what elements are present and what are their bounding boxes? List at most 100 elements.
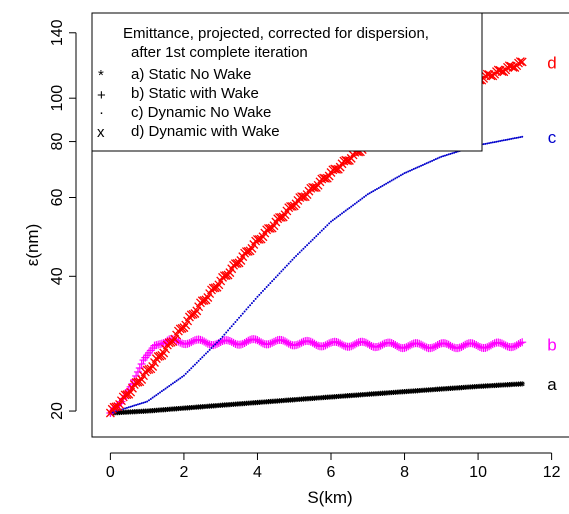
series-b-point	[185, 339, 194, 348]
series-b-point	[271, 336, 280, 345]
series-b-point	[242, 337, 251, 346]
series-b-point	[367, 341, 376, 350]
series-c-point	[513, 137, 516, 140]
series-c-point	[497, 140, 500, 143]
y-tick-label: 140	[49, 19, 66, 46]
series-c-point	[230, 325, 233, 328]
series-c-point	[129, 405, 132, 408]
series-c-point	[447, 153, 450, 156]
series-c-point	[300, 249, 303, 252]
series-b-point	[378, 340, 387, 349]
series-c-point	[254, 297, 257, 300]
series-c-point	[486, 142, 489, 145]
y-tick-label: 40	[49, 267, 66, 285]
series-b-point	[514, 340, 523, 349]
y-axis: 20 40 60 80 100 140	[49, 19, 77, 420]
series-d-point	[330, 164, 340, 174]
series-c-point	[146, 400, 149, 403]
series-c-point	[504, 138, 507, 141]
series-b-point	[229, 338, 238, 347]
series-c-point	[302, 247, 305, 250]
series-c-point	[416, 166, 419, 169]
series-b-point	[360, 338, 369, 347]
legend-title-line2: after 1st complete iteration	[131, 44, 308, 61]
series-b-point	[196, 335, 205, 344]
series-b-point	[231, 339, 240, 348]
x-tick-label: 2	[179, 464, 188, 481]
series-c-point	[377, 186, 380, 189]
series-b-point	[310, 339, 319, 348]
series-b-point	[189, 337, 198, 346]
series-c-point	[295, 254, 298, 257]
series-b-point	[293, 340, 302, 349]
series-d-point	[264, 223, 273, 233]
series-c-point	[309, 240, 312, 243]
series-d-point	[275, 212, 284, 222]
series-c-point	[342, 211, 345, 214]
series-b-point	[406, 341, 415, 350]
end-label-a: a	[547, 375, 557, 394]
series-b-point	[350, 340, 359, 349]
series-c-point	[177, 378, 180, 381]
series-c-point	[381, 184, 384, 187]
series-b-point	[279, 336, 288, 345]
series-b-point	[433, 341, 442, 350]
series-c-point	[328, 222, 331, 225]
series-c-point	[131, 405, 134, 408]
series-c-point	[432, 159, 435, 162]
series-c-point	[352, 204, 355, 207]
series-b-point	[501, 341, 510, 350]
series-c-point	[423, 163, 426, 166]
series-c-point	[375, 187, 378, 190]
series-b-point	[339, 341, 348, 350]
series-c-point	[162, 388, 165, 391]
series-c-point	[147, 399, 150, 402]
series-c-point	[151, 396, 154, 399]
legend-title-line1: Emittance, projected, corrected for disp…	[123, 25, 429, 42]
series-c-point	[386, 181, 389, 184]
series-b-point	[203, 339, 212, 348]
series-c-point	[500, 139, 503, 142]
series-b-point	[468, 339, 477, 348]
series-c-point	[289, 260, 292, 263]
series-c-point	[304, 245, 307, 248]
series-c-point	[164, 387, 167, 390]
series-b-point	[442, 339, 451, 348]
series-c-point	[232, 323, 235, 326]
series-b-point	[321, 341, 330, 350]
series-b-point	[446, 341, 455, 350]
series-b-point	[334, 338, 343, 347]
series-b-point	[251, 335, 260, 344]
series-c-point	[364, 194, 367, 197]
series-d-point	[241, 247, 251, 256]
series-b-point	[183, 339, 192, 348]
series-c-point	[193, 363, 196, 366]
series-c-point	[372, 190, 375, 193]
series-c-point	[284, 266, 287, 269]
series-b-point	[380, 339, 389, 348]
series-c-point	[168, 384, 171, 387]
series-c-point	[337, 215, 340, 218]
series-b-point	[137, 360, 146, 369]
y-tick-label: 100	[49, 85, 66, 112]
series-c-point	[171, 382, 174, 385]
series-c-point	[495, 140, 498, 143]
series-d-point	[133, 377, 143, 387]
series-b-point	[323, 340, 332, 349]
series-c-point	[287, 262, 290, 265]
end-label-c: c	[548, 128, 557, 147]
series-c-point	[249, 304, 252, 307]
series-c-point	[385, 182, 388, 185]
series-c-point	[190, 367, 193, 370]
legend-marker-c: ·	[99, 104, 104, 121]
series-c-point	[210, 347, 213, 350]
series-c-point	[173, 381, 176, 384]
series-c-point	[166, 386, 169, 389]
series-c-point	[346, 208, 349, 211]
series-b-point	[374, 342, 383, 351]
legend: Emittance, projected, corrected for disp…	[91, 12, 483, 152]
series-c-point	[267, 284, 270, 287]
series-b-point	[393, 342, 402, 351]
series-b-point	[455, 343, 464, 352]
